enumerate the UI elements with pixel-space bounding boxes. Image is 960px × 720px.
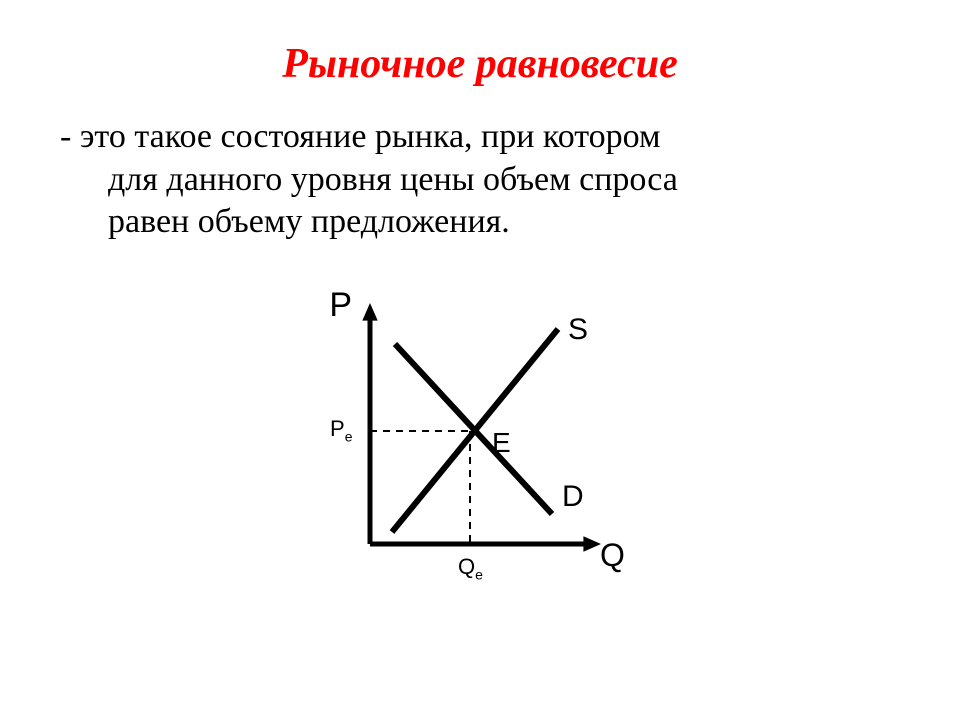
- equilibrium-chart: P Q S D E Pe Qe: [300, 284, 660, 604]
- svg-text:Q: Q: [600, 537, 625, 573]
- chart-container: P Q S D E Pe Qe: [60, 284, 900, 604]
- body-line-3: равен объему предложения.: [60, 201, 900, 244]
- svg-text:Qe: Qe: [458, 554, 483, 583]
- definition-text: - это такое состояние рынка, при котором…: [60, 116, 900, 244]
- dash: -: [60, 118, 71, 155]
- body-line-2: для данного уровня цены объем спроса: [60, 159, 900, 202]
- svg-text:D: D: [562, 480, 584, 513]
- page-title: Рыночное равновесие: [60, 40, 900, 88]
- body-line-1: это такое состояние рынка, при котором: [71, 118, 660, 155]
- svg-text:P: P: [329, 286, 352, 324]
- svg-text:E: E: [492, 427, 511, 458]
- slide: Рыночное равновесие - это такое состояни…: [0, 0, 960, 720]
- svg-text:S: S: [568, 313, 588, 346]
- svg-text:Pe: Pe: [330, 416, 353, 445]
